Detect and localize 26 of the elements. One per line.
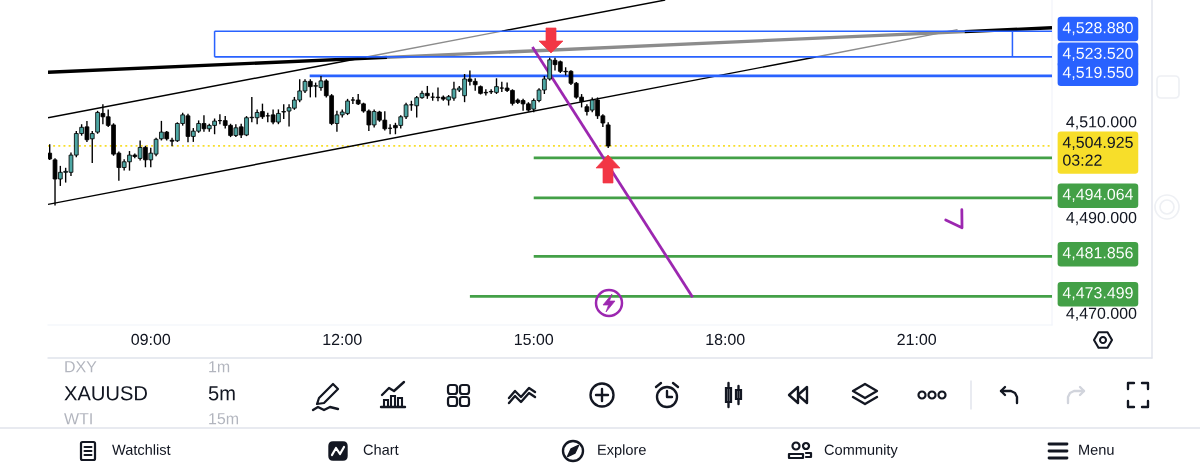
text: XAUUSD bbox=[64, 386, 147, 401]
y-tick-label: 4,490.000 bbox=[1066, 211, 1137, 226]
data-label: 4,528.880 bbox=[1062, 22, 1133, 36]
data-label: 4,523.520 bbox=[1062, 47, 1133, 61]
x-tick-label: 21:00 bbox=[897, 333, 937, 346]
x-tick-label: 15:00 bbox=[514, 333, 554, 346]
text: Watchlist bbox=[112, 444, 171, 455]
text: Chart bbox=[363, 444, 399, 455]
data-label: 4,481.856 bbox=[1062, 247, 1133, 261]
text: DXY bbox=[65, 361, 97, 373]
data-label: 4,473.499 bbox=[1062, 287, 1133, 301]
x-tick-label: 12:00 bbox=[323, 333, 362, 346]
data-label: 4,519.550 bbox=[1062, 66, 1133, 80]
text: 5m bbox=[208, 386, 235, 401]
text: 1m bbox=[209, 361, 230, 373]
data-label: 4,494.064 bbox=[1062, 188, 1134, 202]
x-tick-label: 18:00 bbox=[706, 333, 745, 346]
text: Explore bbox=[598, 444, 646, 458]
y-tick-label: 4,510.000 bbox=[1066, 116, 1137, 130]
text: Community bbox=[824, 444, 898, 458]
text: 15m bbox=[209, 413, 239, 425]
text: WTI bbox=[64, 413, 92, 425]
y-tick-label: 4,470.000 bbox=[1066, 307, 1137, 321]
ref-line-label: 4,504.925 03:22 bbox=[1062, 136, 1133, 166]
text: Menu bbox=[1079, 444, 1114, 455]
x-tick-label: 09:00 bbox=[131, 333, 171, 346]
